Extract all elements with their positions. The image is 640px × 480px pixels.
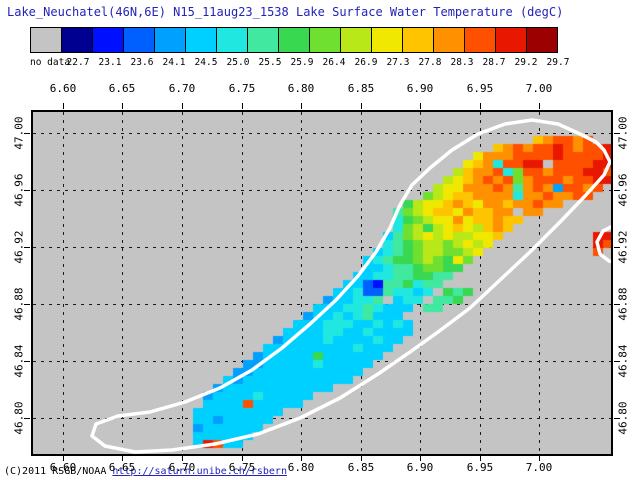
x-tick-mark	[301, 455, 302, 461]
lake-neuchatel-outline	[90, 118, 611, 454]
colorbar-tick-label: 24.5	[194, 57, 218, 68]
x-tick-label-top: 6.75	[228, 82, 256, 95]
lake-outline-svg	[90, 118, 611, 454]
colorbar-tick-label: 29.7	[546, 57, 570, 68]
y-tick-mark	[24, 190, 30, 191]
colorbar-cell	[278, 27, 310, 53]
x-tick-label-top: 6.85	[347, 82, 375, 95]
y-tick-mark	[614, 247, 620, 248]
colorbar-cell	[433, 27, 465, 53]
x-tick-mark	[63, 455, 64, 461]
x-tick-label-bottom: 6.75	[228, 461, 256, 474]
x-tick-label-bottom: 6.95	[466, 461, 494, 474]
y-tick-mark	[614, 190, 620, 191]
x-tick-mark	[182, 455, 183, 461]
y-tick-mark	[24, 133, 30, 134]
y-tick-mark	[614, 133, 620, 134]
x-tick-mark	[242, 455, 243, 461]
colorbar	[30, 27, 558, 53]
colorbar-cell	[61, 27, 93, 53]
y-tick-mark	[24, 418, 30, 419]
colorbar-tick-label: 27.3	[386, 57, 410, 68]
colorbar-tick-label: no data	[30, 57, 71, 68]
colorbar-cell	[30, 27, 62, 53]
x-tick-mark	[420, 103, 421, 109]
colorbar-cell	[526, 27, 558, 53]
x-tick-label-bottom: 6.70	[168, 461, 196, 474]
x-tick-mark	[63, 103, 64, 109]
colorbar-cell	[185, 27, 217, 53]
x-tick-mark	[122, 103, 123, 109]
x-tick-label-bottom: 6.60	[49, 461, 77, 474]
x-tick-mark	[301, 103, 302, 109]
x-tick-mark	[361, 455, 362, 461]
y-tick-mark	[614, 418, 620, 419]
x-tick-label-top: 6.65	[108, 82, 136, 95]
x-tick-label-top: 6.60	[49, 82, 77, 95]
colorbar-cell	[340, 27, 372, 53]
colorbar-tick-label: 29.2	[514, 57, 538, 68]
y-tick-mark	[24, 361, 30, 362]
colorbar-labels: no data 22.7 23.1 23.6 24.1 24.5 25.0 25.5 25.9 2…	[30, 57, 574, 68]
x-tick-label-top: 6.90	[406, 82, 434, 95]
colorbar-cell	[371, 27, 403, 53]
colorbar-tick-label: 26.9	[354, 57, 378, 68]
x-tick-mark	[242, 103, 243, 109]
x-tick-mark	[480, 455, 481, 461]
colorbar-cell	[247, 27, 279, 53]
x-tick-label-bottom: 6.65	[108, 461, 136, 474]
colorbar-tick-label: 28.3	[450, 57, 474, 68]
colorbar-cell	[92, 27, 124, 53]
figure-title: Lake_Neuchatel(46N,6E) N15_11aug23_1538 …	[7, 5, 564, 19]
colorbar-cell	[154, 27, 186, 53]
colorbar-tick-label: 27.8	[418, 57, 442, 68]
x-tick-mark	[480, 103, 481, 109]
colorbar-cell	[464, 27, 496, 53]
colorbar-tick-label: 23.1	[98, 57, 122, 68]
x-tick-label-top: 6.95	[466, 82, 494, 95]
y-tick-mark	[614, 361, 620, 362]
x-tick-label-bottom: 6.90	[406, 461, 434, 474]
map-plot	[31, 110, 613, 456]
y-tick-mark	[24, 247, 30, 248]
credit-line: (C)2011 RSGB/NOAA http://saturn.unibe.ch…	[4, 466, 287, 477]
colorbar-tick-label: 25.9	[290, 57, 314, 68]
x-tick-mark	[361, 103, 362, 109]
colorbar-cell	[123, 27, 155, 53]
colorbar-cell	[402, 27, 434, 53]
y-tick-mark	[24, 304, 30, 305]
x-tick-mark	[122, 455, 123, 461]
colorbar-tick-label: 26.4	[322, 57, 346, 68]
colorbar-cell	[309, 27, 341, 53]
x-tick-mark	[182, 103, 183, 109]
x-tick-label-bottom: 7.00	[525, 461, 553, 474]
x-tick-label-bottom: 6.85	[347, 461, 375, 474]
colorbar-tick-label: 25.0	[226, 57, 250, 68]
x-tick-label-top: 7.00	[525, 82, 553, 95]
y-tick-mark	[614, 304, 620, 305]
x-tick-label-bottom: 6.80	[287, 461, 315, 474]
colorbar-tick-label: 24.1	[162, 57, 186, 68]
credit-text: (C)2011 RSGB/NOAA	[4, 466, 113, 477]
colorbar-tick-label: 25.5	[258, 57, 282, 68]
x-tick-mark	[420, 455, 421, 461]
colorbar-cell	[495, 27, 527, 53]
temperature-cells-canvas	[33, 112, 611, 454]
credit-url-link[interactable]: http://saturn.unibe.ch/rsbern	[112, 466, 287, 477]
colorbar-tick-label: 28.7	[482, 57, 506, 68]
colorbar-tick-label: 22.7	[66, 57, 90, 68]
x-tick-label-top: 6.70	[168, 82, 196, 95]
colorbar-tick-label: 23.6	[130, 57, 154, 68]
colorbar-cell	[216, 27, 248, 53]
x-tick-label-top: 6.80	[287, 82, 315, 95]
lake-murten-outline	[595, 225, 611, 264]
x-tick-mark	[539, 103, 540, 109]
x-tick-mark	[539, 455, 540, 461]
